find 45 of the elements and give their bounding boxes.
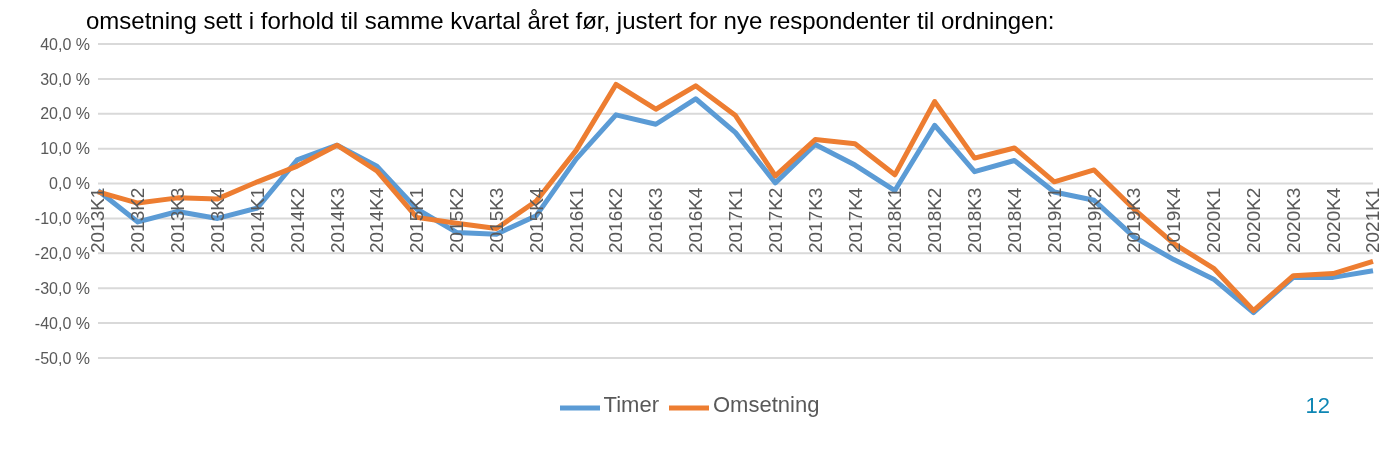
- y-tick-label: 10,0 %: [40, 140, 90, 158]
- x-tick-label: 2020K3: [1282, 187, 1304, 254]
- y-tick-label: 0,0 %: [49, 175, 90, 193]
- x-tick-label: 2019K3: [1123, 187, 1145, 254]
- x-tick-label: 2014K2: [286, 187, 308, 254]
- x-tick-label: 2020K4: [1322, 187, 1344, 254]
- y-tick-label: 40,0 %: [40, 35, 90, 53]
- x-tick-label: 2016K2: [605, 187, 627, 254]
- x-tick-label: 2014K4: [366, 187, 388, 254]
- x-tick-label: 2015K1: [406, 187, 428, 254]
- x-tick-label: 2018K2: [924, 187, 946, 254]
- x-tick-label: 2015K4: [525, 187, 547, 254]
- x-tick-label: 2015K3: [485, 187, 507, 254]
- x-tick-label: 2014K3: [326, 187, 348, 254]
- x-tick-label: 2018K4: [1003, 187, 1025, 254]
- y-tick-label: 20,0 %: [40, 105, 90, 123]
- x-tick-label: 2014K1: [246, 187, 268, 254]
- x-tick-label: 2016K4: [685, 187, 707, 254]
- text: 12: [1305, 393, 1330, 419]
- legend-label: Omsetning: [713, 392, 820, 418]
- y-tick-label: -30,0 %: [34, 279, 90, 297]
- x-tick-label: 2019K4: [1163, 187, 1185, 254]
- chart-title: omsetning sett i forhold til samme kvartal året før, justert for nye respondenter til ordningen:: [86, 7, 1056, 34]
- x-tick-label: 2020K1: [1203, 187, 1225, 254]
- x-tick-label: 2016K3: [645, 187, 667, 254]
- x-tick-label: 2019K2: [1083, 187, 1105, 254]
- y-tick-label: -50,0 %: [34, 349, 90, 367]
- x-tick-label: 2019K1: [1043, 187, 1065, 254]
- x-tick-label: 2020K2: [1242, 187, 1264, 254]
- y-tick-label: 30,0 %: [40, 70, 90, 88]
- x-tick-label: 2013K3: [167, 187, 189, 254]
- legend-label: Timer: [603, 392, 659, 418]
- x-tick-label: 2018K3: [964, 187, 986, 254]
- x-tick-label: 2016K1: [565, 187, 587, 254]
- x-tick-label: 2015K2: [446, 187, 468, 254]
- y-tick-label: -40,0 %: [34, 314, 90, 332]
- x-tick-label: 2017K3: [804, 187, 826, 254]
- x-tick-label: 2017K2: [764, 187, 786, 254]
- y-tick-label: -20,0 %: [34, 245, 90, 263]
- x-tick-label: 2017K4: [844, 187, 866, 254]
- x-tick-label: 2013K4: [207, 187, 229, 254]
- x-tick-label: 2013K2: [127, 187, 149, 254]
- x-tick-label: 2021K1: [1362, 187, 1384, 254]
- x-tick-label: 2017K1: [725, 187, 746, 254]
- x-tick-label: 2018K1: [884, 187, 906, 254]
